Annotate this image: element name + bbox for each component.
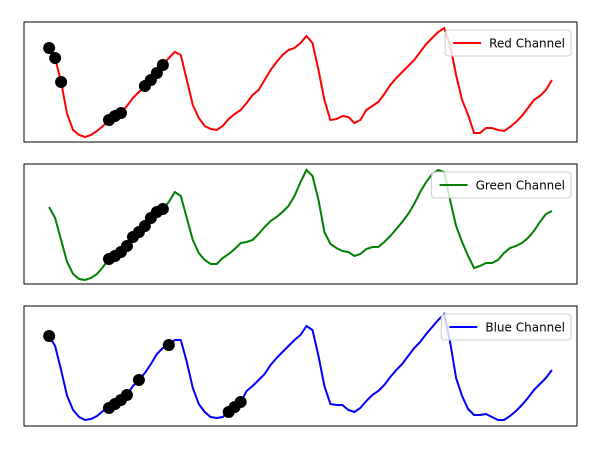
legend-frame bbox=[440, 313, 572, 341]
axes-frame bbox=[23, 305, 578, 427]
axes-frame bbox=[23, 163, 578, 285]
marker bbox=[120, 240, 133, 252]
axes: Green Channel bbox=[23, 163, 578, 285]
marker bbox=[156, 59, 169, 71]
axes: Red Channel bbox=[23, 21, 578, 143]
legend-frame bbox=[444, 29, 572, 57]
marker bbox=[114, 107, 127, 119]
series-line bbox=[48, 311, 553, 422]
legend-label: Blue Channel bbox=[485, 321, 565, 335]
marker bbox=[43, 42, 56, 54]
axes-frame bbox=[23, 21, 578, 143]
marker bbox=[162, 339, 175, 351]
marker bbox=[156, 203, 169, 215]
legend-frame bbox=[431, 171, 572, 199]
marker bbox=[49, 52, 62, 64]
legend-label: Green Channel bbox=[476, 179, 565, 193]
legend: Blue Channel bbox=[440, 313, 572, 341]
series-line bbox=[48, 26, 553, 139]
marker bbox=[120, 389, 133, 401]
axes: Blue Channel bbox=[23, 305, 578, 427]
marker bbox=[43, 330, 56, 342]
legend: Red Channel bbox=[444, 29, 572, 57]
marker bbox=[55, 76, 68, 88]
marker bbox=[234, 396, 247, 408]
legend: Green Channel bbox=[431, 171, 572, 199]
marker bbox=[132, 374, 145, 386]
legend-label: Red Channel bbox=[489, 37, 565, 51]
